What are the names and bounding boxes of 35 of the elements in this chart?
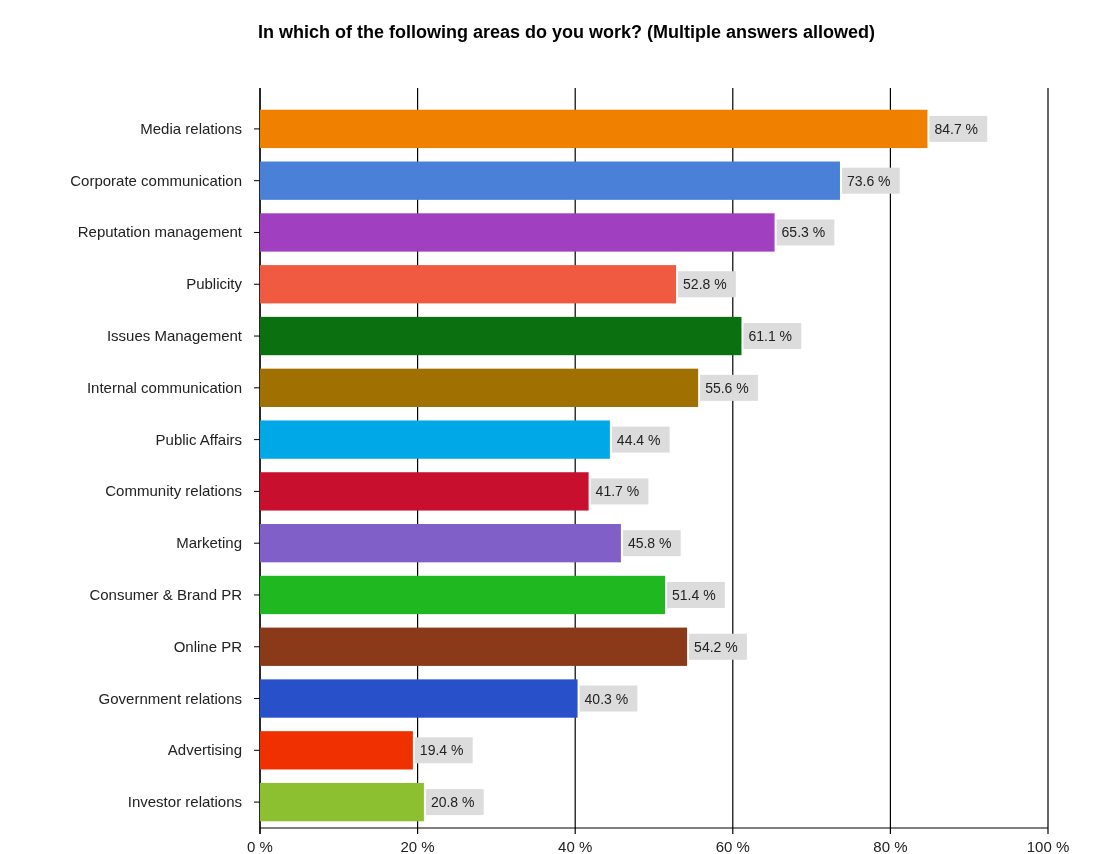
chart-title: In which of the following areas do you work? (Multiple answers allowed) <box>257 22 876 42</box>
y-tick-label: Consumer & Brand PR <box>89 585 243 603</box>
x-tick-label: 80 % <box>873 838 908 854</box>
y-tick-label: Corporate communication <box>70 171 242 189</box>
data-label: 19.4 % <box>419 742 464 759</box>
y-tick-label: Public Affairs <box>155 430 242 448</box>
y-tick-label: Community relations <box>105 482 242 500</box>
data-label: 54.2 % <box>694 638 738 655</box>
y-tick-label: Publicity <box>186 275 243 293</box>
data-label: 61.1 % <box>748 328 793 345</box>
x-tick-label: 20 % <box>400 838 435 854</box>
data-label: 40.3 % <box>584 690 629 707</box>
x-tick-label: 0 % <box>247 838 273 854</box>
y-tick-label: Advertising <box>167 741 242 759</box>
data-label: 73.6 % <box>846 172 891 189</box>
data-label: 55.6 % <box>705 379 749 396</box>
y-tick-label: Media relations <box>140 119 242 137</box>
x-tick-label: 40 % <box>558 838 593 854</box>
y-tick-label: Investor relations <box>127 793 242 811</box>
data-label: 65.3 % <box>781 224 826 241</box>
y-tick-label: Government relations <box>98 689 242 707</box>
y-tick-label: Internal communication <box>86 378 242 396</box>
data-label: 20.8 % <box>430 794 475 811</box>
data-label: 51.4 % <box>672 586 716 603</box>
y-tick-label: Reputation management <box>77 223 243 241</box>
x-tick-label: 60 % <box>715 838 750 854</box>
x-tick-label: 100 % <box>1026 838 1070 854</box>
y-tick-label: Marketing <box>176 534 242 552</box>
y-tick-label: Online PR <box>173 637 243 655</box>
y-tick-label: Issues Management <box>106 327 243 345</box>
data-label: 44.4 % <box>616 431 661 448</box>
data-label: 45.8 % <box>627 535 672 552</box>
data-label: 41.7 % <box>595 483 640 500</box>
data-label: 84.7 % <box>934 120 979 137</box>
data-label: 52.8 % <box>683 276 727 293</box>
